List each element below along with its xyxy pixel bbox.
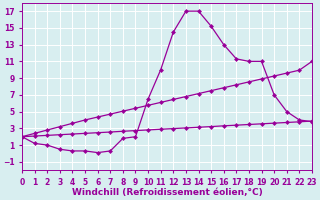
X-axis label: Windchill (Refroidissement éolien,°C): Windchill (Refroidissement éolien,°C) [72, 188, 262, 197]
